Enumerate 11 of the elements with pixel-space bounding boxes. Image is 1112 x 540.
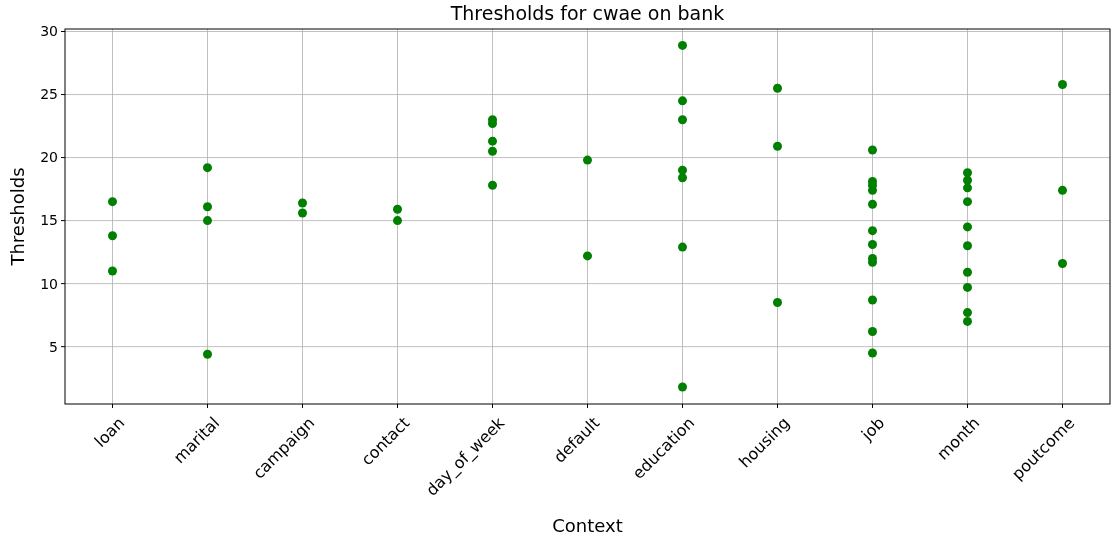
y-axis-title: Thresholds — [7, 167, 28, 267]
x-axis-title: Context — [552, 515, 623, 536]
y-tick-label: 20 — [40, 149, 58, 166]
y-tick-label: 5 — [49, 338, 58, 355]
y-tick-label: 15 — [40, 212, 58, 229]
x-tick-label: job — [856, 413, 889, 445]
chart-title: Thresholds for cwae on bank — [449, 2, 725, 24]
y-tick-label: 25 — [40, 86, 58, 103]
y-tick-label: 10 — [40, 275, 58, 292]
x-tick-label: loan — [90, 413, 129, 451]
y-tick-label: 30 — [40, 23, 58, 40]
